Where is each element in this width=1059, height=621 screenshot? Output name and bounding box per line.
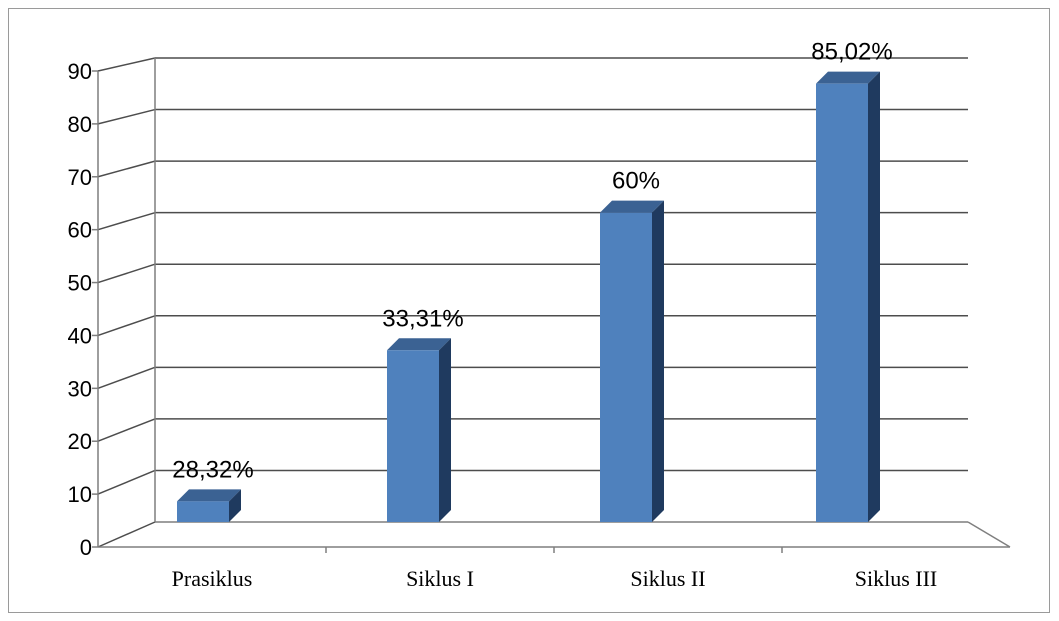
labels: 0 10 20 30 40 50 60 70 80 90 Prasiklus 28,32% Siklus… — [68, 39, 938, 591]
bar-top — [177, 489, 241, 502]
bar-top — [816, 71, 880, 84]
bar-top — [600, 200, 664, 213]
y-tick-label: 70 — [68, 165, 92, 190]
bars — [177, 71, 880, 522]
y-tick-label: 10 — [68, 482, 92, 507]
data-label: 28,32% — [172, 456, 253, 483]
data-label: 60% — [612, 168, 660, 195]
floor-right-edge — [967, 521, 1011, 548]
bar-side — [439, 338, 451, 522]
y-tick-label: 80 — [68, 112, 92, 137]
x-tick-label: Siklus II — [630, 566, 705, 591]
gridline-side — [97, 418, 156, 442]
y-tick-label: 30 — [68, 376, 92, 401]
gridline-side — [97, 211, 156, 231]
x-tick-label: Prasiklus — [172, 566, 253, 591]
gridline-side — [97, 160, 156, 178]
gridline-side — [97, 315, 156, 337]
gridline-side — [97, 108, 156, 125]
y-tick-label: 40 — [68, 323, 92, 348]
x-tick-label: Siklus III — [855, 566, 938, 591]
gridline-side — [97, 263, 156, 284]
bar — [816, 83, 868, 522]
data-label: 33,31% — [382, 305, 463, 332]
gridline-side — [97, 57, 156, 72]
bar-top — [387, 338, 451, 351]
bar — [177, 501, 229, 522]
bar-side — [652, 200, 664, 522]
x-tick-label: Siklus I — [406, 566, 474, 591]
bar — [600, 212, 652, 522]
data-label: 85,02% — [811, 39, 892, 66]
y-tick-label: 90 — [68, 59, 92, 84]
bar-side — [229, 489, 241, 522]
y-tick-label: 20 — [68, 429, 92, 454]
bar-side — [868, 71, 880, 522]
gridline-side — [97, 469, 156, 495]
y-tick-label: 0 — [80, 535, 92, 560]
y-tick-label: 50 — [68, 271, 92, 296]
bar — [387, 350, 439, 522]
gridline-side — [97, 521, 156, 548]
gridline-side — [97, 366, 156, 390]
y-tick-label: 60 — [68, 218, 92, 243]
